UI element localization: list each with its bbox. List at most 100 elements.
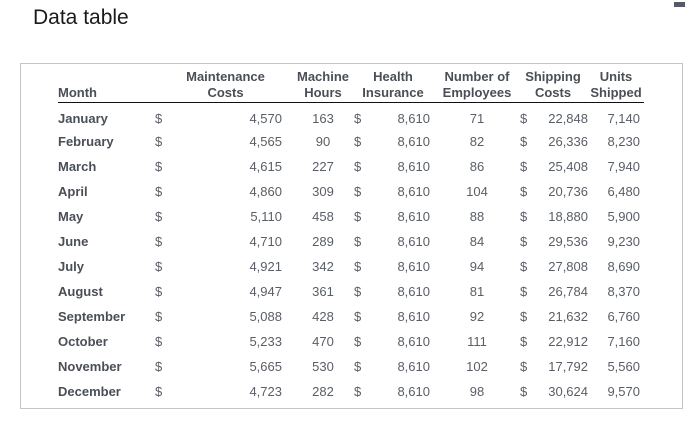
cell-machine-hours: 361 <box>312 284 334 299</box>
cell-shipping-costs: 27,808 <box>548 259 588 274</box>
cell-units-shipped: 8,370 <box>607 284 640 299</box>
cell-month: February <box>58 134 114 149</box>
header-units-line2: Shipped <box>590 85 642 100</box>
cell-health-currency: $ <box>354 159 362 174</box>
table-row: September $ 5,088 428 $ 8,610 92 $ 21,63… <box>58 304 644 329</box>
cell-health-insurance: 8,610 <box>397 110 430 126</box>
cell-maintenance-costs: 4,570 <box>249 110 282 126</box>
scrollbar-thumb[interactable] <box>674 2 685 7</box>
cell-units-shipped: 8,690 <box>607 259 640 274</box>
cell-month: June <box>58 234 89 249</box>
cell-maintenance-currency: $ <box>155 359 163 374</box>
table-row: May $ 5,110 458 $ 8,610 88 $ 18,880 5,90… <box>58 204 644 229</box>
cell-month: April <box>58 184 88 199</box>
cell-employees: 92 <box>469 309 485 324</box>
cell-employees: 81 <box>469 284 485 299</box>
cell-maintenance-currency: $ <box>155 234 163 249</box>
cell-health-insurance: 8,610 <box>397 234 430 249</box>
table-row: February $ 4,565 90 $ 8,610 82 $ 26,336 … <box>58 129 644 154</box>
header-maintenance-line1: Maintenance <box>186 69 265 84</box>
cell-maintenance-costs: 4,947 <box>249 284 282 299</box>
cell-shipping-currency: $ <box>520 384 528 399</box>
cell-maintenance-costs: 5,233 <box>249 334 282 349</box>
cell-health-currency: $ <box>354 259 362 274</box>
cell-health-currency: $ <box>354 334 362 349</box>
cell-units-shipped: 5,900 <box>607 209 640 224</box>
header-shipping-line1: Shipping <box>525 69 581 84</box>
cell-shipping-currency: $ <box>520 134 528 149</box>
table-row: July $ 4,921 342 $ 8,610 94 $ 27,808 8,6… <box>58 254 644 279</box>
cell-maintenance-currency: $ <box>155 209 163 224</box>
cell-units-shipped: 8,230 <box>607 134 640 149</box>
header-month: Month <box>58 69 155 103</box>
header-units-line1: Units <box>599 69 633 84</box>
cell-maintenance-costs: 4,921 <box>249 259 282 274</box>
cell-shipping-costs: 21,632 <box>548 309 588 324</box>
cell-health-currency: $ <box>354 110 362 126</box>
header-maintenance-costs: Maintenance Costs <box>155 69 296 103</box>
cell-units-shipped: 7,160 <box>607 334 640 349</box>
cell-shipping-costs: 17,792 <box>548 359 588 374</box>
cell-units-shipped: 9,570 <box>607 384 640 399</box>
cell-maintenance-costs: 5,088 <box>249 309 282 324</box>
cell-shipping-costs: 30,624 <box>548 384 588 399</box>
cell-units-shipped: 6,760 <box>607 309 640 324</box>
header-units-shipped: Units Shipped <box>588 69 644 103</box>
table-header-row: Month Maintenance Costs Machine Hours He… <box>58 69 644 103</box>
cell-month: January <box>58 110 108 126</box>
header-health-line1: Health <box>373 69 413 84</box>
header-health-line2: Insurance <box>362 85 424 100</box>
table-body: January $ 4,570 163 $ 8,610 71 $ 22,848 … <box>58 103 644 405</box>
cell-shipping-costs: 29,536 <box>548 234 588 249</box>
cell-shipping-currency: $ <box>520 110 528 126</box>
cell-employees: 102 <box>466 359 488 374</box>
cell-shipping-costs: 20,736 <box>548 184 588 199</box>
cell-machine-hours: 530 <box>312 359 334 374</box>
cell-shipping-currency: $ <box>520 234 528 249</box>
cell-shipping-currency: $ <box>520 334 528 349</box>
cell-health-insurance: 8,610 <box>397 159 430 174</box>
cell-shipping-costs: 22,912 <box>548 334 588 349</box>
table-row: April $ 4,860 309 $ 8,610 104 $ 20,736 6… <box>58 179 644 204</box>
cell-health-currency: $ <box>354 384 362 399</box>
cell-maintenance-currency: $ <box>155 159 163 174</box>
cell-health-insurance: 8,610 <box>397 184 430 199</box>
cell-employees: 104 <box>466 184 488 199</box>
cell-month: May <box>58 209 84 224</box>
cell-maintenance-costs: 4,710 <box>249 234 282 249</box>
table-row: October $ 5,233 470 $ 8,610 111 $ 22,912… <box>58 329 644 354</box>
cell-maintenance-costs: 5,110 <box>250 209 282 224</box>
cell-maintenance-currency: $ <box>155 110 163 126</box>
cell-maintenance-costs: 4,615 <box>249 159 282 174</box>
cell-month: December <box>58 384 121 399</box>
header-machine-line1: Machine <box>296 69 349 84</box>
cell-maintenance-currency: $ <box>155 309 163 324</box>
cell-shipping-currency: $ <box>520 359 528 374</box>
cell-maintenance-costs: 4,723 <box>249 384 282 399</box>
cell-month: October <box>58 334 108 349</box>
cell-machine-hours: 458 <box>312 209 334 224</box>
cell-employees: 86 <box>469 159 485 174</box>
cell-machine-hours: 163 <box>312 110 334 126</box>
cell-health-currency: $ <box>354 184 362 199</box>
cell-units-shipped: 5,560 <box>607 359 640 374</box>
cell-shipping-costs: 18,880 <box>548 209 588 224</box>
header-machine-line2: Hours <box>304 85 342 100</box>
cell-health-insurance: 8,610 <box>397 309 430 324</box>
data-table: Month Maintenance Costs Machine Hours He… <box>58 69 644 404</box>
cell-employees: 94 <box>469 259 485 274</box>
cell-shipping-costs: 25,408 <box>548 159 588 174</box>
cell-month: July <box>58 259 85 274</box>
table-row: November $ 5,665 530 $ 8,610 102 $ 17,79… <box>58 354 644 379</box>
cell-shipping-currency: $ <box>520 309 528 324</box>
header-machine-hours: Machine Hours <box>296 69 350 103</box>
cell-units-shipped: 9,230 <box>607 234 640 249</box>
cell-health-currency: $ <box>354 209 362 224</box>
cell-shipping-costs: 26,784 <box>548 284 588 299</box>
cell-machine-hours: 227 <box>312 159 334 174</box>
table-row: January $ 4,570 163 $ 8,610 71 $ 22,848 … <box>58 103 644 130</box>
cell-employees: 111 <box>467 334 487 349</box>
cell-units-shipped: 7,140 <box>607 110 640 126</box>
header-employees-line1: Number of <box>444 69 510 84</box>
cell-machine-hours: 289 <box>312 234 334 249</box>
